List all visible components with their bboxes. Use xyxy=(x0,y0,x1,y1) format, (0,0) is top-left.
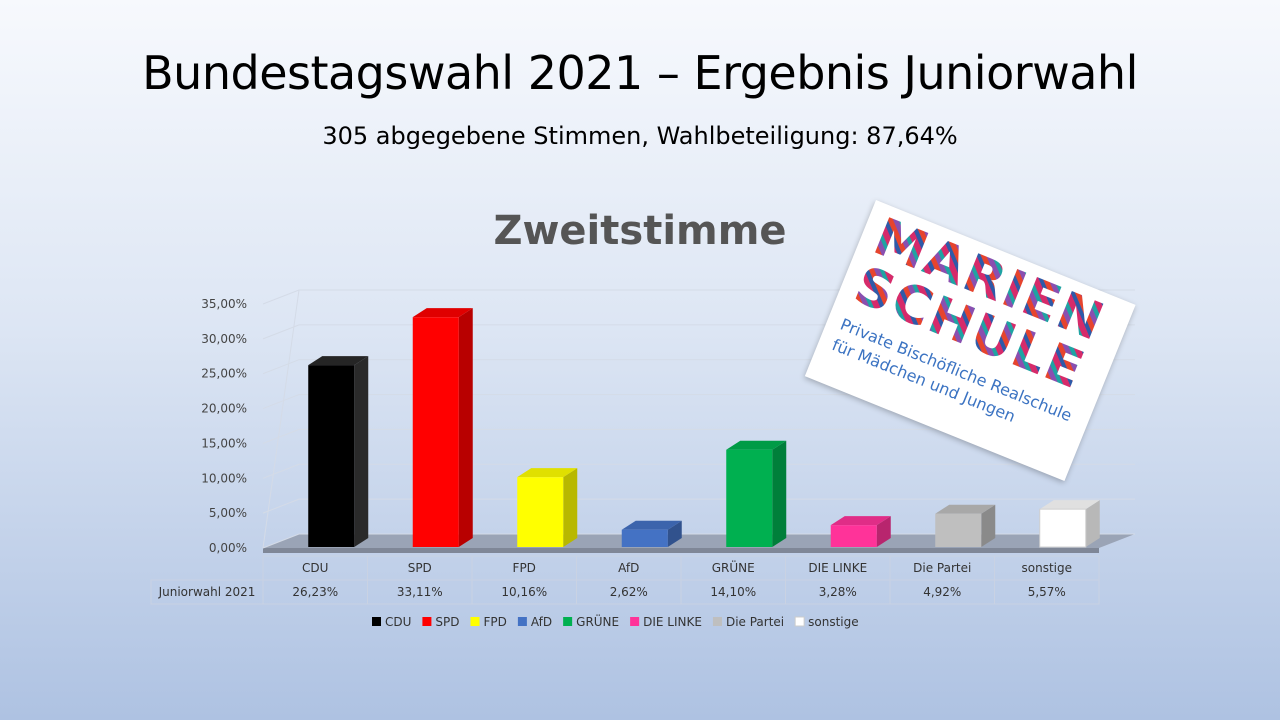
bar-side xyxy=(772,440,787,547)
chart-bars xyxy=(308,308,1100,548)
bar-front xyxy=(517,477,564,547)
bar-side xyxy=(981,504,996,547)
gridline xyxy=(262,498,1135,514)
bar-side xyxy=(458,308,473,547)
table-category-label: AfD xyxy=(618,561,639,575)
bar-side xyxy=(354,356,369,547)
y-tick-label: 35,00% xyxy=(201,297,247,311)
legend-item: Die Partei xyxy=(712,615,784,629)
y-tick-label: 5,00% xyxy=(209,506,247,520)
legend-item: sonstige xyxy=(794,615,859,629)
gridline xyxy=(262,463,1135,479)
legend-item: GRÜNE xyxy=(563,613,619,629)
legend-label: CDU xyxy=(385,615,411,629)
legend-swatch xyxy=(422,617,432,626)
y-tick-label: 15,00% xyxy=(201,436,247,450)
bar-top xyxy=(935,504,996,514)
bar-grüne xyxy=(726,440,787,547)
bar-side xyxy=(563,468,578,547)
gridline xyxy=(262,428,1135,444)
y-tick-label: 10,00% xyxy=(201,471,247,485)
table-value-label: 33,11% xyxy=(397,585,443,599)
bar-side xyxy=(876,516,891,547)
legend-swatch xyxy=(712,617,722,626)
legend-label: GRÜNE xyxy=(576,613,619,629)
table-value-label: 4,92% xyxy=(923,585,961,599)
bar-fpd xyxy=(517,468,578,547)
legend-item: DIE LINKE xyxy=(630,615,702,629)
legend-item: FPD xyxy=(470,615,507,629)
table-value-row xyxy=(150,579,1100,605)
bar-front xyxy=(412,317,459,547)
bar-front xyxy=(621,529,668,547)
chart-side-wall xyxy=(262,289,300,549)
table-value-label: 2,62% xyxy=(610,585,648,599)
bar-front xyxy=(1039,508,1087,548)
legend-label: Die Partei xyxy=(726,615,784,629)
y-tick-label: 20,00% xyxy=(201,402,247,416)
table-value-label: 26,23% xyxy=(292,585,338,599)
legend-swatch xyxy=(563,617,573,626)
table-value-label: 14,10% xyxy=(710,585,756,599)
legend-swatch xyxy=(630,617,640,626)
bar-afd xyxy=(621,520,682,547)
chart-legend: CDU SPD FPD AfD GRÜNE DIE LINKE Die Partei sons… xyxy=(372,613,859,629)
table-category-label: GRÜNE xyxy=(712,559,755,575)
bar-spd xyxy=(412,308,473,547)
legend-label: DIE LINKE xyxy=(643,615,702,629)
slide-subtitle: 305 abgegebene Stimmen, Wahlbeteiligung:… xyxy=(322,122,958,150)
legend-swatch xyxy=(372,617,381,626)
bar-front xyxy=(830,525,877,547)
bar-die-partei xyxy=(935,504,996,547)
bar-front xyxy=(726,449,773,547)
bar-cdu xyxy=(308,356,369,547)
chart-title: Zweitstimme xyxy=(493,208,787,254)
bar-front xyxy=(308,365,355,547)
legend-item: SPD xyxy=(422,615,460,629)
legend-label: FPD xyxy=(484,615,507,629)
legend-swatch xyxy=(517,617,527,626)
chart-floor xyxy=(263,534,1135,548)
bar-top xyxy=(1039,500,1100,510)
slide-title: Bundestagswahl 2021 – Ergebnis Juniorwah… xyxy=(142,46,1138,100)
y-tick-label: 25,00% xyxy=(201,367,247,381)
bar-top xyxy=(412,308,473,318)
legend-item: AfD xyxy=(517,615,552,629)
bar-top xyxy=(517,468,578,478)
legend-item: CDU xyxy=(372,615,411,629)
y-axis-ticks: 0,00% 5,00% 10,00% 15,00% 20,00% 25,00% 30,00%… xyxy=(201,297,247,555)
y-tick-label: 30,00% xyxy=(201,332,247,346)
table-category-label: DIE LINKE xyxy=(808,561,867,575)
table-category-label: sonstige xyxy=(1022,561,1073,575)
chart-gridlines xyxy=(262,289,1135,553)
legend-label: SPD xyxy=(435,615,459,629)
y-tick-label: 0,00% xyxy=(209,541,247,555)
legend-swatch xyxy=(794,616,805,627)
legend-label: sonstige xyxy=(808,615,859,629)
table-series-label: Juniorwahl 2021 xyxy=(158,585,256,599)
table-value-label: 5,57% xyxy=(1028,585,1066,599)
bar-top xyxy=(830,516,891,526)
table-value-label: 10,16% xyxy=(501,585,547,599)
data-table: Juniorwahl 2021 CDU 26,23% SPD 33,11% FPD 10,1… xyxy=(150,555,1100,605)
bar-front xyxy=(935,513,982,547)
bar-top xyxy=(621,520,682,530)
table-category-label: CDU xyxy=(302,561,328,575)
bar-top xyxy=(308,356,369,366)
bar-sonstige xyxy=(1039,500,1100,548)
legend-swatch xyxy=(470,617,480,626)
table-category-label: FPD xyxy=(513,561,536,575)
bar-top xyxy=(726,440,787,450)
bar-die-linke xyxy=(830,516,891,547)
table-category-label: Die Partei xyxy=(913,561,971,575)
bar-side xyxy=(667,520,682,547)
table-category-label: SPD xyxy=(408,561,432,575)
bar-side xyxy=(1085,500,1100,547)
table-value-label: 3,28% xyxy=(819,585,857,599)
legend-label: AfD xyxy=(531,615,552,629)
chart-floor-edge xyxy=(263,548,1099,553)
